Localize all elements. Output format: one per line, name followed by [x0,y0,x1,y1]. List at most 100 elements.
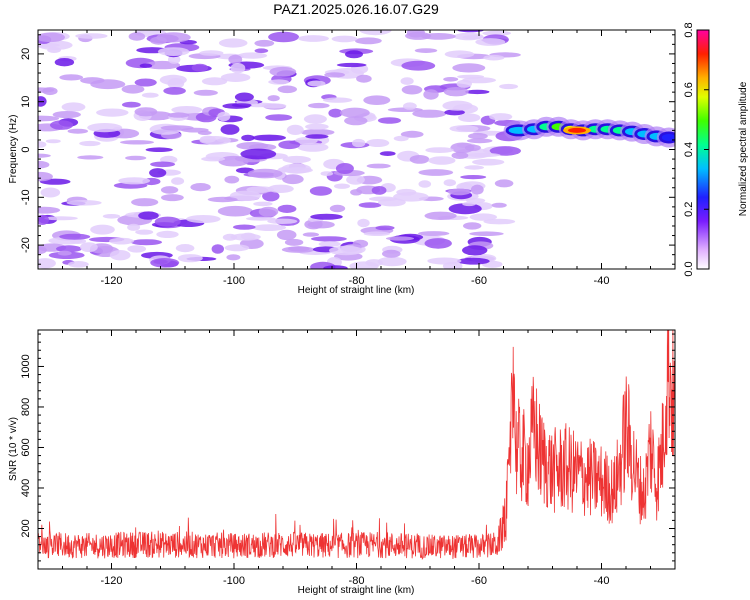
x-tick-label: -80 [349,575,365,587]
heatmap-noise-blob [379,151,396,157]
heatmap-noise-blob [269,66,297,77]
heatmap-noise-blob [229,190,261,201]
heatmap-noise-blob [38,258,56,269]
heatmap-noise-blob [309,186,332,196]
heatmap-noise-blob [357,218,370,228]
heatmap-noise-blob [489,113,513,121]
heatmap-noise-blob [268,31,300,43]
colorbar-label: Normalized spectral amplitude [738,81,749,216]
x-tick-label: -80 [349,275,365,287]
heatmap-noise-blob [297,35,329,42]
heatmap-noise-blob [118,177,151,185]
heatmap-noise-blob [177,254,203,263]
x-tick-label: -120 [100,575,122,587]
heatmap-noise-blob [363,231,391,236]
heatmap-noise-blob [460,175,487,180]
heatmap-noise-blob [47,47,61,53]
ridge-core [661,134,675,141]
spectrogram-x-axis-label: Height of straight line (km) [298,285,415,296]
heatmap-noise-blob [241,134,255,142]
heatmap-noise-blob [119,140,155,145]
heatmap-noise-blob [366,163,391,169]
heatmap-noise-blob [38,171,53,182]
heatmap-noise-blob [307,80,326,87]
heatmap-noise-blob [163,87,186,95]
heatmap-noise-blob [52,111,81,119]
heatmap-noise-blob [448,203,482,215]
heatmap-noise-blob [218,38,248,48]
heatmap-noise-blob [278,140,301,150]
heatmap-noise-blob [252,134,286,141]
heatmap-noise-blob [421,33,456,40]
heatmap-noise-blob [443,87,469,97]
heatmap-noise-blob [38,214,49,225]
heatmap-noise-blob [220,73,251,82]
heatmap-noise-blob [352,239,369,248]
heatmap-noise-blob [199,136,232,145]
heatmap-noise-blob [472,158,505,166]
heatmap-noise-blob [427,257,462,265]
heatmap-noise-blob [42,87,58,96]
heatmap-noise-blob [443,77,459,82]
heatmap-noise-blob [193,89,218,96]
heatmap-noise-blob [199,50,224,56]
heatmap-noise-blob [295,136,318,145]
heatmap-noise-blob [489,146,521,156]
heatmap-noise-blob [220,124,240,135]
heatmap-noise-blob [303,114,327,124]
heatmap-noise-blob [253,201,273,207]
heatmap-noise-blob [396,188,417,196]
heatmap-noise-blob [378,198,406,207]
heatmap-noise-blob [96,108,129,117]
heatmap-noise-blob [70,238,87,244]
heatmap-noise-blob [320,171,334,177]
heatmap-noise-blob [468,132,488,140]
heatmap-noise-blob [207,196,238,203]
heatmap-noise-blob [186,215,221,223]
heatmap-noise-blob [160,186,179,194]
heatmap-noise-blob [464,144,481,151]
heatmap-noise-blob [38,141,47,148]
heatmap-noise-blob [38,153,51,158]
heatmap-noise-blob [201,156,226,162]
heatmap-noise-blob [409,155,430,164]
heatmap-noise-blob [457,74,485,79]
heatmap-signal-ridge [503,116,675,148]
heatmap-noise-blob [268,79,289,85]
colorbar-tick-label: 0.2 [683,202,695,217]
heatmap-noise-blob [491,202,507,208]
heatmap-noise-blob [336,62,367,68]
heatmap-noise-blob [135,229,154,235]
heatmap-noise-blob [365,259,383,267]
heatmap-noise-blob [308,102,330,109]
heatmap-noise-blob [335,163,354,174]
heatmap-noise-blob [400,130,424,138]
heatmap-noise-blob [346,174,365,185]
heatmap-noise-blob [424,238,452,249]
heatmap-noise-blob [171,106,203,114]
heatmap-noise-blob [109,250,131,261]
heatmap-noise-blob [134,107,158,117]
y-tick-label: 1000 [20,354,32,378]
heatmap-noise-blob [463,222,482,230]
heatmap-noise-blob [245,216,276,221]
heatmap-noise-blob [418,231,450,236]
y-tick-label: -10 [20,189,32,205]
heatmap-noise-blob [282,155,311,164]
heatmap-noise-blob [310,213,343,220]
heatmap-noise-blob [75,33,108,39]
y-tick-label: -20 [20,237,32,253]
heatmap-noise-blob [211,244,224,254]
heatmap-noise-blob [284,238,304,246]
heatmap-noise-blob [323,265,348,269]
y-tick-label: 200 [20,519,32,537]
heatmap-noise-blob [57,250,72,256]
heatmap-noise-blob [252,224,287,232]
x-tick-label: -60 [471,575,487,587]
heatmap-noise-blob [38,115,60,122]
heatmap-noise-blob [318,241,341,247]
heatmap-noise-blob [447,188,471,196]
heatmap-noise-blob [66,200,102,206]
